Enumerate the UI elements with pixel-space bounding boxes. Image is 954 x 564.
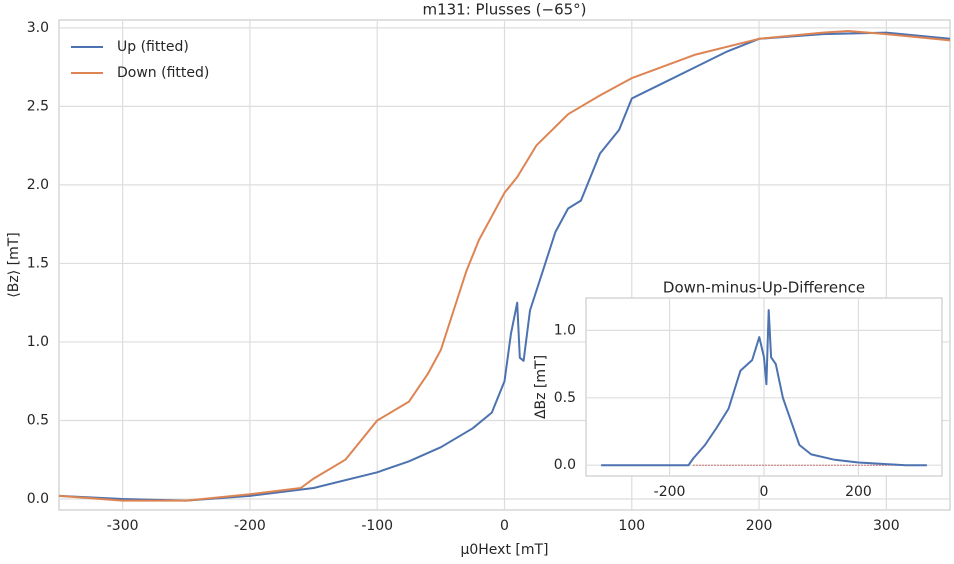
x-tick-label: -300: [107, 518, 139, 534]
data-line: [601, 309, 927, 467]
x-tick-label: -200: [654, 484, 686, 500]
y-tick-label: 1.0: [554, 322, 576, 338]
x-tick-label: 200: [746, 518, 773, 534]
chart-title: Down-minus-Up-Difference: [663, 279, 865, 297]
x-axis-label: μ0Hext [mT]: [460, 542, 548, 558]
y-tick-label: 3.0: [27, 20, 49, 36]
chart-title: m131: Plusses (−65°): [422, 1, 586, 19]
legend-label: Up (fitted): [117, 39, 189, 55]
y-tick-label: 0.5: [27, 412, 49, 428]
x-tick-label: 300: [873, 518, 900, 534]
x-tick-label: -100: [361, 518, 393, 534]
y-axis-label: ⟨Bz⟩ [mT]: [6, 232, 22, 297]
data-line: [58, 31, 951, 502]
x-tick-label: 200: [845, 484, 872, 500]
y-tick-label: 1.5: [27, 255, 49, 271]
y-tick-label: 2.0: [27, 177, 49, 193]
y-tick-label: 0.0: [554, 457, 576, 473]
x-tick-label: 0: [760, 484, 769, 500]
y-axis-label: ΔBz [mT]: [533, 355, 549, 419]
y-tick-label: 1.0: [27, 334, 49, 350]
data-line: [58, 30, 951, 502]
legend-label: Down (fitted): [117, 65, 209, 81]
y-tick-label: 0.5: [554, 390, 576, 406]
x-tick-label: -200: [234, 518, 266, 534]
y-tick-label: 2.5: [27, 98, 49, 114]
x-tick-label: 0: [500, 518, 509, 534]
y-tick-label: 0.0: [27, 491, 49, 507]
x-tick-label: 100: [618, 518, 645, 534]
